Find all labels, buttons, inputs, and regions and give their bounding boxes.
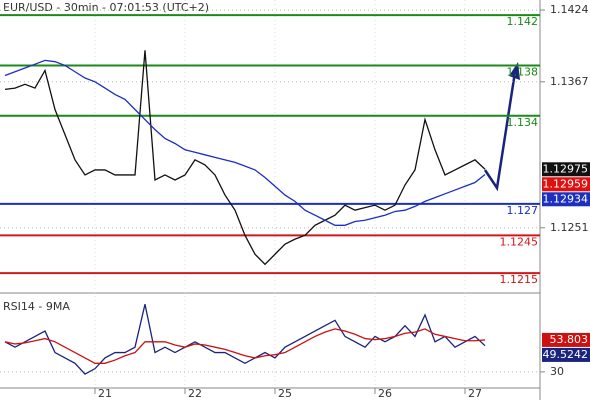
value-tag: [542, 177, 590, 192]
series-line: [4, 50, 486, 266]
x-tick-label: 27: [468, 387, 482, 400]
level-label: 1.134: [507, 116, 539, 129]
level-label: 1.127: [507, 204, 539, 217]
level-label: 1.142: [507, 15, 539, 28]
x-tick-label: 26: [378, 387, 392, 400]
value-tag: [542, 347, 590, 362]
y-tick-label: 1.1251: [550, 221, 589, 234]
level-label: 1.1215: [500, 273, 539, 286]
plot-background: [0, 0, 540, 400]
x-tick-label: 22: [188, 387, 202, 400]
value-tag-label: 1.12934: [543, 192, 589, 205]
value-tag: [542, 162, 590, 177]
projection-arrowhead: [509, 62, 520, 80]
value-tag-label: 1.12975: [543, 162, 589, 175]
series-line: [4, 59, 486, 226]
y-tick-label: 30: [550, 365, 564, 378]
x-tick-label: 21: [98, 387, 112, 400]
rsi-title: RSI14 - 9MA: [3, 300, 70, 313]
value-tag-label: 1.12959: [543, 177, 589, 190]
value-tag-label: 53.803: [550, 333, 589, 346]
x-tick-label: 25: [278, 387, 292, 400]
chart-title: EUR/USD - 30min - 07:01:53 (UTC+2): [3, 1, 209, 14]
value-tag: [542, 332, 590, 347]
series-line: [4, 328, 486, 364]
value-tag: [542, 192, 590, 207]
projection-arrow: [483, 71, 517, 192]
level-label: 1.138: [507, 65, 539, 78]
y-tick-label: 1.1367: [550, 75, 589, 88]
value-tag-label: 49.5242: [543, 348, 589, 361]
level-label: 1.1245: [500, 235, 539, 248]
y-tick-label: 1.1424: [550, 3, 589, 16]
series-line: [4, 304, 486, 375]
